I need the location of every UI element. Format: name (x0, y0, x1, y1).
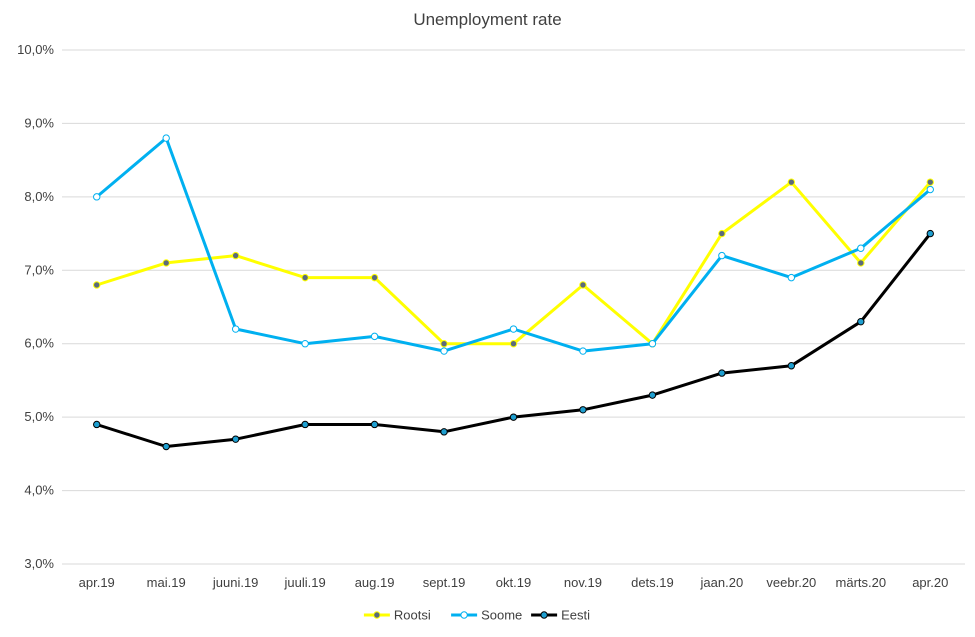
x-tick-label: mai.19 (147, 575, 186, 590)
y-tick-label: 8,0% (24, 189, 54, 204)
data-point-rootsi (718, 229, 726, 238)
data-point-eesti (579, 406, 587, 414)
x-tick-label: apr.19 (79, 575, 115, 590)
x-tick-label: apr.20 (912, 575, 948, 590)
data-point-eesti (926, 229, 934, 238)
data-point-soome (857, 244, 865, 252)
data-point-eesti (787, 362, 796, 370)
data-point-soome (231, 325, 240, 333)
data-point-eesti (231, 435, 240, 443)
data-point-rootsi (857, 259, 865, 267)
y-tick-label: 6,0% (24, 336, 54, 351)
series-line-rootsi (96, 180, 932, 346)
series-line-soome (95, 136, 932, 353)
data-point-eesti (648, 391, 657, 399)
data-point-rootsi (926, 178, 934, 186)
x-tick-label: dets.19 (631, 575, 674, 590)
data-point-rootsi (93, 281, 101, 289)
legend-marker-rootsi (373, 611, 381, 619)
data-point-soome (718, 251, 726, 260)
data-point-soome (93, 193, 101, 201)
x-tick-label: nov.19 (564, 575, 602, 590)
x-tick-label: märts.20 (836, 575, 887, 590)
data-point-rootsi (440, 340, 448, 348)
data-point-eesti (93, 420, 101, 429)
legend-label-soome: Soome (481, 608, 522, 623)
legend-label-eesti: Eesti (561, 608, 590, 623)
data-point-eesti (301, 420, 309, 429)
data-point-soome (926, 185, 934, 194)
data-point-soome (370, 332, 379, 341)
data-point-rootsi (370, 273, 379, 282)
data-point-eesti (370, 420, 379, 429)
data-point-rootsi (301, 273, 309, 282)
data-point-rootsi (787, 178, 796, 186)
x-tick-label: jaan.20 (700, 575, 744, 590)
data-point-rootsi (231, 251, 240, 260)
data-point-soome (440, 347, 448, 355)
data-point-rootsi (509, 340, 518, 348)
x-tick-label: okt.19 (496, 575, 531, 590)
data-point-soome (787, 273, 796, 282)
y-tick-label: 9,0% (24, 115, 54, 130)
data-point-soome (579, 347, 587, 355)
data-point-rootsi (579, 281, 587, 289)
legend-marker-soome (460, 611, 468, 619)
data-point-eesti (509, 413, 518, 421)
data-point-soome (648, 340, 657, 348)
x-tick-label: veebr.20 (766, 575, 816, 590)
x-tick-label: juuni.19 (212, 575, 259, 590)
data-point-eesti (857, 317, 865, 326)
data-point-soome (162, 134, 170, 142)
x-tick-label: sept.19 (423, 575, 466, 590)
x-tick-label: juuli.19 (284, 575, 326, 590)
data-point-eesti (162, 442, 170, 451)
y-tick-label: 7,0% (24, 262, 54, 277)
legend-label-rootsi: Rootsi (394, 608, 431, 623)
legend-marker-eesti (540, 611, 548, 619)
data-point-eesti (718, 369, 726, 377)
data-point-soome (301, 340, 309, 348)
y-tick-label: 10,0% (17, 42, 54, 57)
data-point-eesti (440, 428, 448, 436)
data-point-rootsi (162, 259, 170, 267)
y-tick-label: 5,0% (24, 409, 54, 424)
chart-title: Unemployment rate (413, 10, 562, 29)
y-tick-label: 4,0% (24, 483, 54, 498)
y-tick-label: 3,0% (24, 556, 54, 571)
x-tick-label: aug.19 (355, 575, 395, 590)
data-point-soome (509, 325, 518, 333)
